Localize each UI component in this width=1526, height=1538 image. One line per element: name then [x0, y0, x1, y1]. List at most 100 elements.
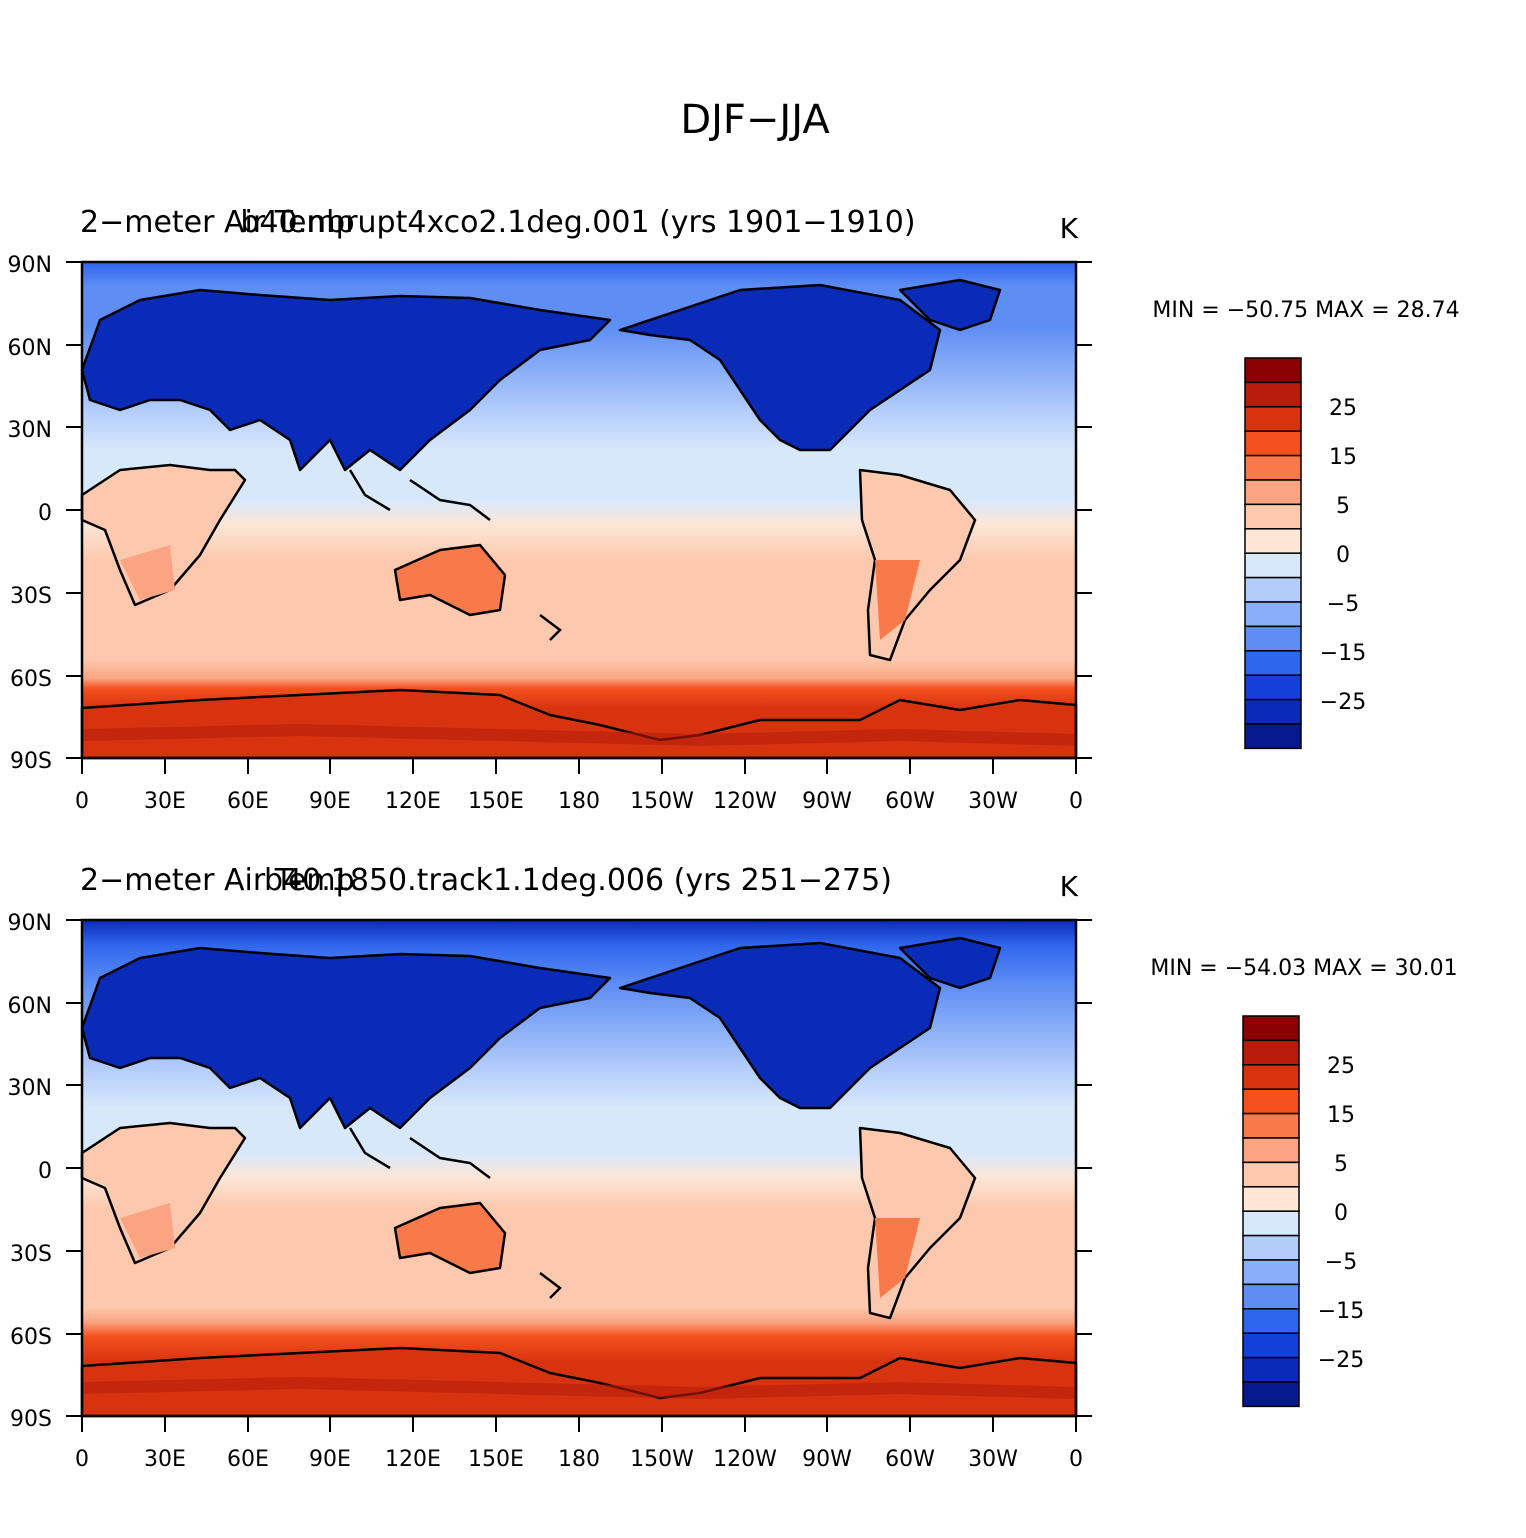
colorbar-swatch — [1242, 1015, 1300, 1042]
panel-2-lat-axis — [66, 919, 1092, 1417]
panel-2-lon-label: 30W — [968, 1447, 1018, 1472]
panel-2-min-max: MIN = −54.03 MAX = 30.01 — [1150, 956, 1457, 981]
panel-1-lon-axis — [81, 758, 1077, 774]
panel-2-lat-label: 90S — [10, 1407, 52, 1432]
panel-1-lon-label: 150W — [630, 789, 694, 814]
colorbar-swatch — [1242, 1210, 1300, 1237]
panel-2-lon-label: 90W — [802, 1447, 852, 1472]
colorbar-2-label: −15 — [1318, 1299, 1364, 1324]
colorbar-swatch — [1244, 406, 1302, 432]
panel-2-lon-label: 120W — [713, 1447, 777, 1472]
panel-2-colorbar — [1242, 1015, 1300, 1408]
colorbar-swatch — [1242, 1112, 1300, 1139]
colorbar-1-label: −25 — [1320, 690, 1366, 715]
colorbar-2-label: 5 — [1334, 1152, 1348, 1177]
colorbar-swatch — [1242, 1356, 1300, 1383]
colorbar-swatch — [1244, 723, 1302, 750]
panel-2-lat-label: 90N — [8, 911, 52, 936]
colorbar-swatch — [1244, 503, 1302, 530]
colorbar-swatch — [1244, 601, 1302, 628]
panel-2-lon-label: 60E — [227, 1447, 269, 1472]
colorbar-swatch — [1242, 1234, 1300, 1261]
panel-2-lon-label: 0 — [1069, 1447, 1083, 1472]
colorbar-swatch — [1244, 381, 1302, 408]
colorbar-swatch — [1242, 1088, 1300, 1115]
colorbar-swatch — [1244, 576, 1302, 603]
panel-1-lat-label: 0 — [38, 501, 52, 526]
panel-2-lon-axis — [81, 1416, 1077, 1432]
panel-2-lon-label: 180 — [558, 1447, 600, 1472]
panel-1-center-title: b40.nbrupt4xco2.1deg.001 (yrs 1901−1910) — [240, 205, 915, 240]
panel-1-colorbar — [1244, 357, 1302, 750]
colorbar-swatch — [1242, 1137, 1300, 1164]
colorbar-swatch — [1244, 479, 1302, 506]
panel-1-lat-label: 90N — [8, 253, 52, 278]
panel-2-lat-label: 60S — [10, 1325, 52, 1350]
colorbar-swatch — [1242, 1381, 1300, 1408]
colorbar-swatch — [1242, 1283, 1300, 1310]
colorbar-2-label: −25 — [1318, 1348, 1364, 1373]
panel-1-lon-label: 150E — [468, 789, 524, 814]
panel-2-lon-label: 30E — [144, 1447, 186, 1472]
panel-2-lon-label: 60W — [885, 1447, 935, 1472]
panel-1-left-title: 2−meter Air Temp — [80, 205, 355, 240]
panel-2-lon-label: 150E — [468, 1447, 524, 1472]
panel-1-lon-label: 0 — [75, 789, 89, 814]
colorbar-swatch — [1242, 1186, 1300, 1212]
panel-1-lon-label: 120E — [385, 789, 441, 814]
panel-1-lon-label: 30E — [144, 789, 186, 814]
panel-1-map — [80, 260, 1078, 760]
panel-2-lat-label: 0 — [38, 1159, 52, 1184]
colorbar-2-label: 0 — [1334, 1201, 1348, 1226]
colorbar-swatch — [1242, 1064, 1300, 1090]
colorbar-2-label: 25 — [1327, 1054, 1355, 1079]
colorbar-swatch — [1244, 454, 1302, 481]
panel-1-lon-label: 30W — [968, 789, 1018, 814]
colorbar-swatch — [1244, 528, 1302, 554]
panel-2-lon-label: 120E — [385, 1447, 441, 1472]
colorbar-1-label: 0 — [1336, 543, 1350, 568]
panel-1-lat-axis — [66, 261, 1092, 759]
colorbar-swatch — [1242, 1259, 1300, 1286]
colorbar-swatch — [1244, 625, 1302, 652]
colorbar-1-label: −15 — [1320, 641, 1366, 666]
panel-1-lat-label: 30N — [8, 418, 52, 443]
colorbar-1-label: 15 — [1329, 445, 1357, 470]
panel-2-map — [80, 918, 1078, 1418]
figure-title: DJF−JJA — [680, 97, 830, 143]
colorbar-1-label: −5 — [1327, 592, 1359, 617]
panel-1-lon-label: 0 — [1069, 789, 1083, 814]
colorbar-swatch — [1244, 674, 1302, 701]
panel-1-lon-label: 120W — [713, 789, 777, 814]
panel-2-center-title: b40.1850.track1.1deg.006 (yrs 251−275) — [264, 863, 892, 898]
panel-1: 2−meter Air Temp b40.nbrupt4xco2.1deg.00… — [8, 205, 1460, 814]
colorbar-swatch — [1244, 650, 1302, 676]
colorbar-1-label: 5 — [1336, 494, 1350, 519]
panel-1-lat-label: 30S — [10, 584, 52, 609]
panel-1-lon-label: 90E — [309, 789, 351, 814]
panel-2-lat-label: 30N — [8, 1076, 52, 1101]
panel-1-lon-label: 90W — [802, 789, 852, 814]
panel-1-lon-label: 60W — [885, 789, 935, 814]
colorbar-swatch — [1244, 552, 1302, 579]
colorbar-swatch — [1244, 698, 1302, 725]
panel-2-lat-label: 60N — [8, 994, 52, 1019]
panel-2-lat-label: 30S — [10, 1242, 52, 1267]
colorbar-swatch — [1242, 1161, 1300, 1188]
panel-1-lat-label: 90S — [10, 749, 52, 774]
panel-1-lon-label: 60E — [227, 789, 269, 814]
panel-1-lat-label: 60S — [10, 667, 52, 692]
colorbar-swatch — [1244, 357, 1302, 384]
colorbar-2-label: −5 — [1325, 1250, 1357, 1275]
panel-2-units: K — [1060, 870, 1079, 903]
colorbar-1-label: 25 — [1329, 396, 1357, 421]
panel-1-units: K — [1060, 212, 1079, 245]
panel-2-lon-label: 150W — [630, 1447, 694, 1472]
panel-1-min-max: MIN = −50.75 MAX = 28.74 — [1152, 298, 1459, 323]
colorbar-swatch — [1242, 1039, 1300, 1066]
colorbar-swatch — [1244, 430, 1302, 457]
colorbar-2-label: 15 — [1327, 1103, 1355, 1128]
panel-1-lon-label: 180 — [558, 789, 600, 814]
panel-2-left-title: 2−meter Air Temp — [80, 863, 355, 898]
